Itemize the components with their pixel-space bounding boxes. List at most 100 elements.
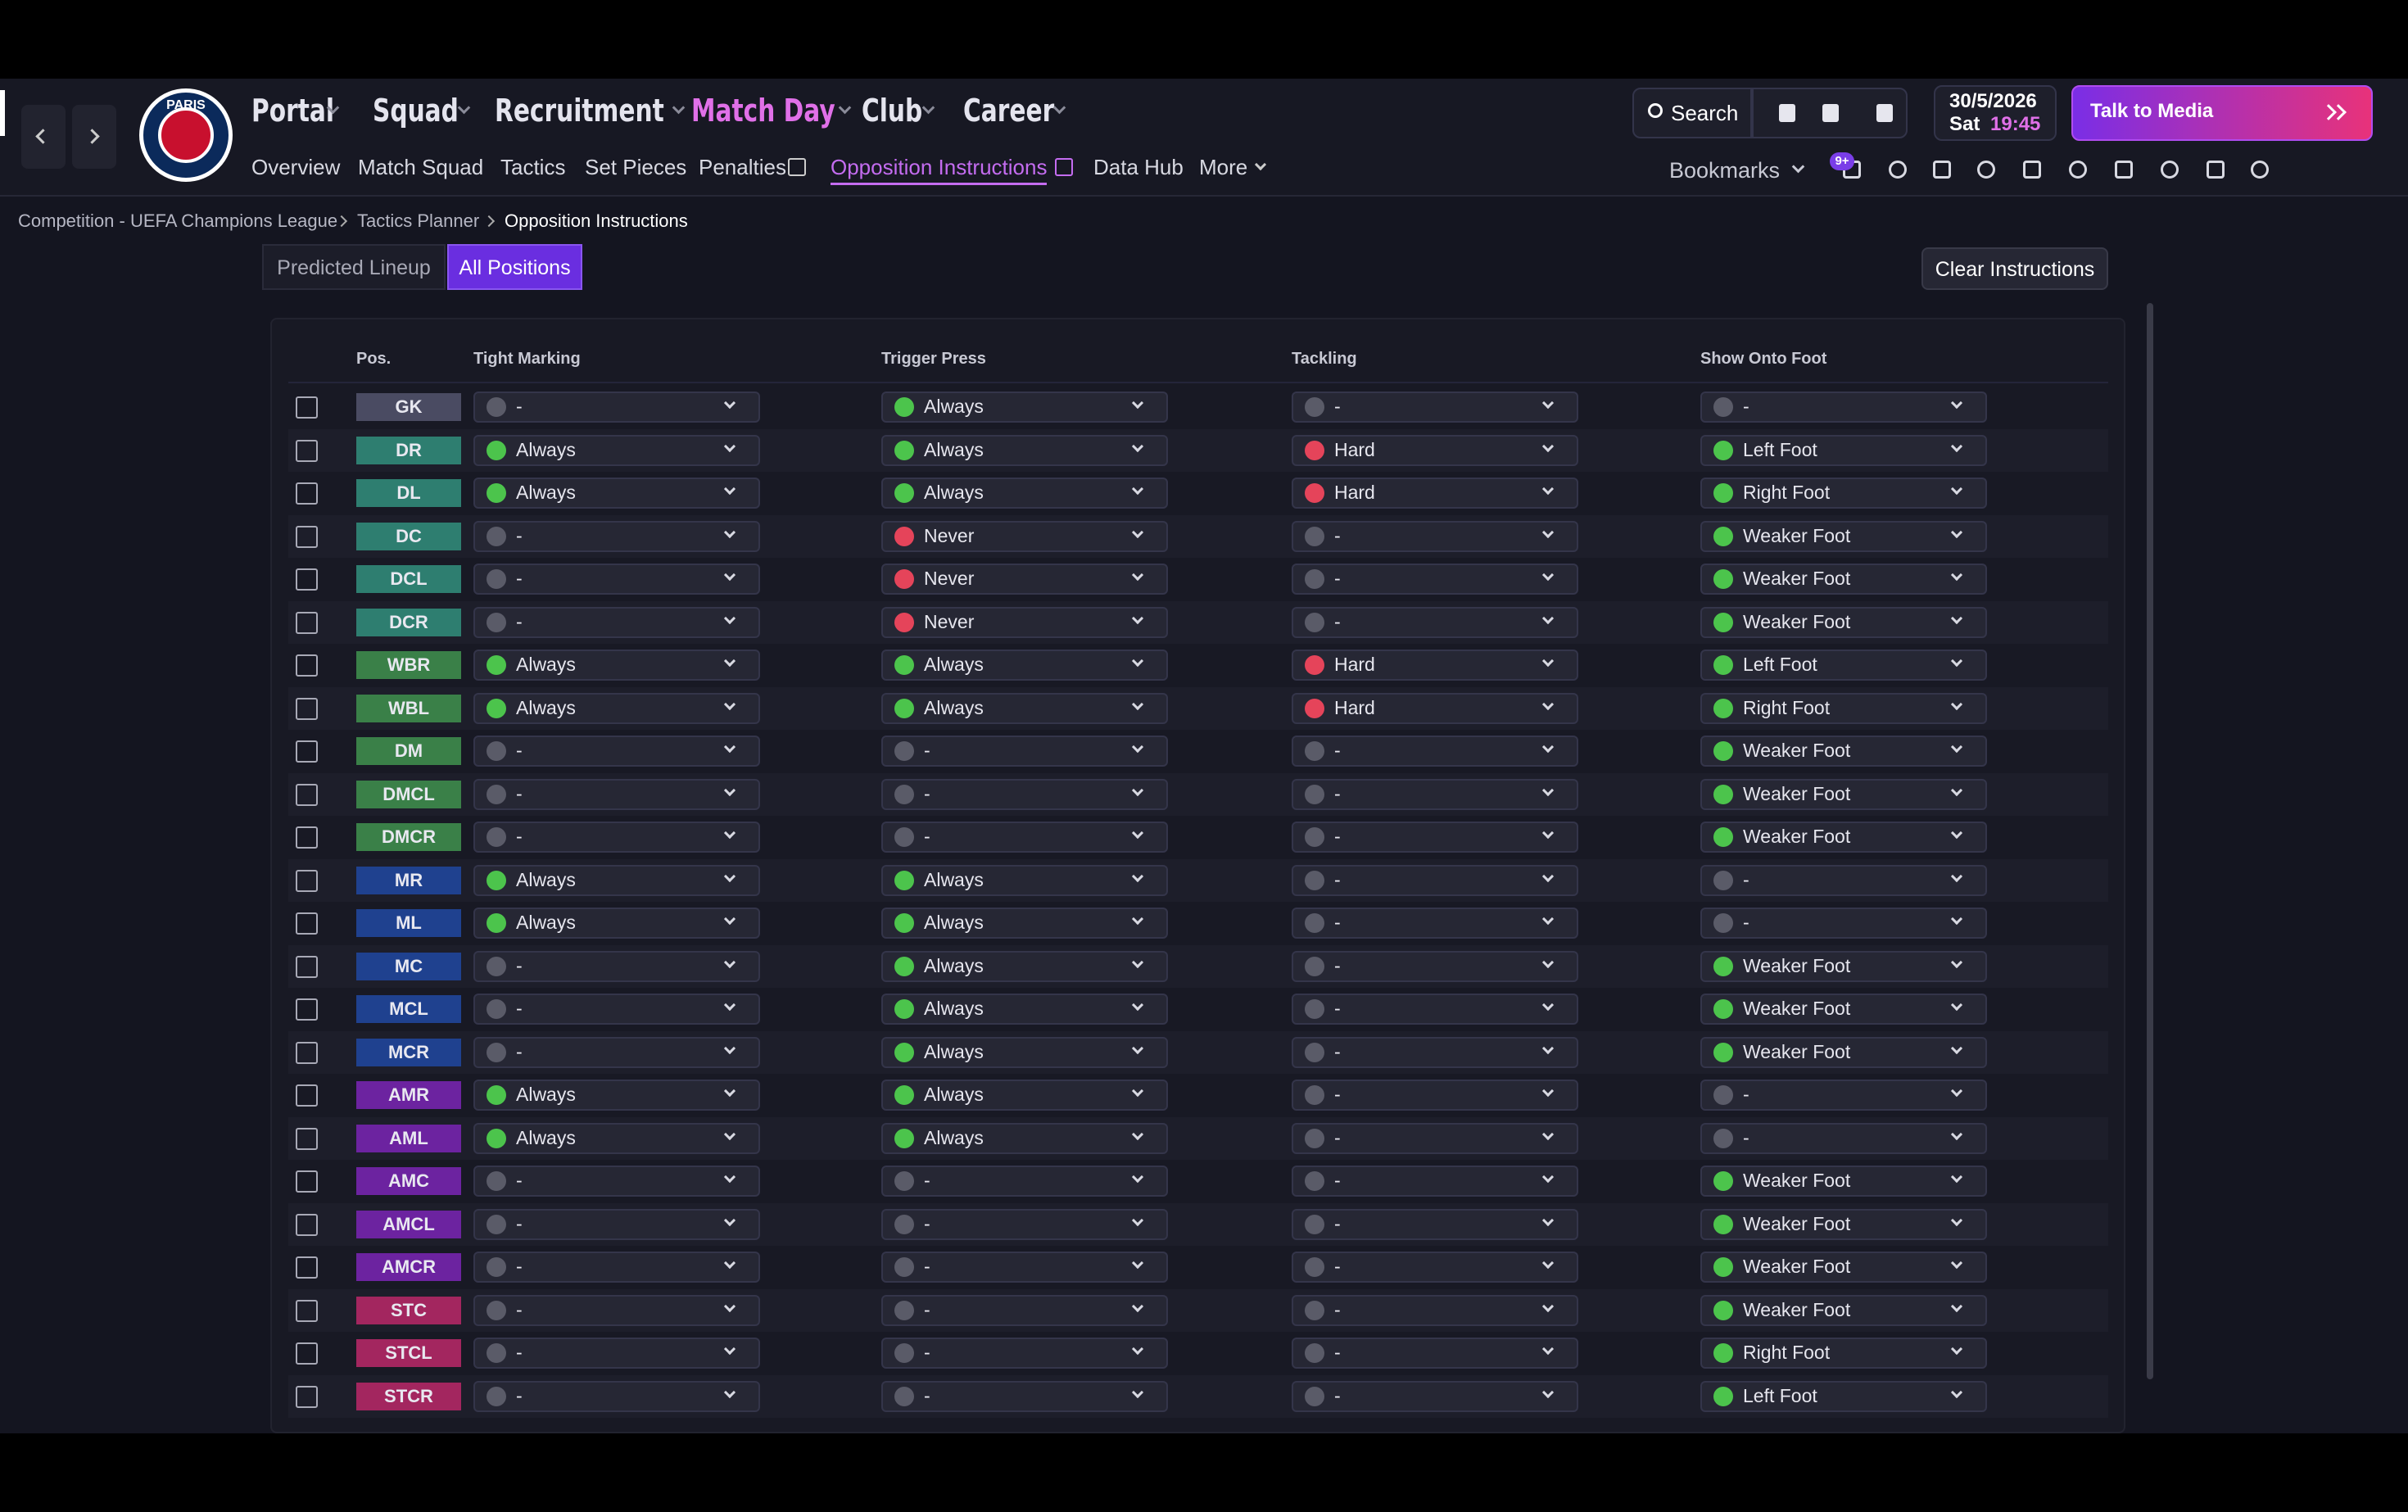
row-checkbox[interactable]	[296, 482, 318, 505]
instruction-dropdown[interactable]	[881, 1338, 1168, 1369]
instruction-dropdown[interactable]	[1700, 1122, 1987, 1154]
instruction-dropdown[interactable]	[881, 1166, 1168, 1197]
instruction-dropdown[interactable]	[881, 564, 1168, 595]
instruction-dropdown[interactable]	[881, 1122, 1168, 1154]
row-checkbox[interactable]	[296, 1385, 318, 1408]
quick-icon[interactable]	[2161, 161, 2179, 179]
instruction-dropdown[interactable]	[1700, 736, 1987, 767]
row-checkbox[interactable]	[296, 697, 318, 720]
instruction-dropdown[interactable]	[1292, 864, 1578, 896]
instruction-dropdown[interactable]	[1700, 1338, 1987, 1369]
row-checkbox[interactable]	[296, 1213, 318, 1236]
main-nav-item[interactable]: Club	[862, 93, 923, 129]
instruction-dropdown[interactable]	[473, 520, 760, 552]
row-checkbox[interactable]	[296, 611, 318, 634]
instruction-dropdown[interactable]	[473, 1294, 760, 1326]
instruction-dropdown[interactable]	[1700, 908, 1987, 939]
instruction-dropdown[interactable]	[473, 778, 760, 810]
row-checkbox[interactable]	[296, 912, 318, 935]
instruction-dropdown[interactable]	[881, 1380, 1168, 1412]
instruction-dropdown[interactable]	[881, 392, 1168, 423]
instruction-dropdown[interactable]	[1292, 1166, 1578, 1197]
instruction-dropdown[interactable]	[1292, 520, 1578, 552]
instruction-dropdown[interactable]	[881, 650, 1168, 681]
instruction-dropdown[interactable]	[1292, 392, 1578, 423]
instruction-dropdown[interactable]	[1700, 994, 1987, 1025]
row-checkbox[interactable]	[296, 1127, 318, 1150]
instruction-dropdown[interactable]	[1292, 564, 1578, 595]
instruction-dropdown[interactable]	[473, 650, 760, 681]
instruction-dropdown[interactable]	[881, 692, 1168, 724]
instruction-dropdown[interactable]	[473, 434, 760, 466]
nav-button[interactable]	[21, 105, 66, 169]
cta-button[interactable]	[2071, 85, 2373, 141]
instruction-dropdown[interactable]	[1700, 1252, 1987, 1283]
tab[interactable]: All Positions	[447, 244, 582, 290]
instruction-dropdown[interactable]	[1292, 1380, 1578, 1412]
instruction-dropdown[interactable]	[473, 1338, 760, 1369]
sub-nav-item[interactable]: Tactics	[500, 155, 566, 179]
instruction-dropdown[interactable]	[881, 478, 1168, 509]
instruction-dropdown[interactable]	[1700, 650, 1987, 681]
instruction-dropdown[interactable]	[1292, 1252, 1578, 1283]
tab[interactable]: Predicted Lineup	[262, 244, 446, 290]
sub-nav-item[interactable]: Data Hub	[1093, 155, 1184, 179]
instruction-dropdown[interactable]	[881, 520, 1168, 552]
instruction-dropdown[interactable]	[1700, 478, 1987, 509]
breadcrumb-item[interactable]: Competition - UEFA Champions League	[18, 211, 338, 231]
instruction-dropdown[interactable]	[1292, 950, 1578, 982]
row-checkbox[interactable]	[296, 740, 318, 763]
instruction-dropdown[interactable]	[473, 1036, 760, 1068]
instruction-dropdown[interactable]	[473, 1208, 760, 1240]
search-box[interactable]	[1632, 88, 1752, 138]
quick-icon[interactable]	[2023, 161, 2041, 179]
main-nav-item[interactable]: Squad	[373, 93, 459, 129]
instruction-dropdown[interactable]	[1292, 1338, 1578, 1369]
quick-icon[interactable]	[2115, 161, 2133, 179]
sub-nav-item[interactable]: Match Squad	[358, 155, 484, 179]
instruction-dropdown[interactable]	[473, 478, 760, 509]
instruction-dropdown[interactable]	[1292, 606, 1578, 638]
instruction-dropdown[interactable]	[881, 994, 1168, 1025]
row-checkbox[interactable]	[296, 439, 318, 462]
quick-icon[interactable]	[2069, 161, 2087, 179]
instruction-dropdown[interactable]	[1700, 1036, 1987, 1068]
row-checkbox[interactable]	[296, 783, 318, 806]
instruction-dropdown[interactable]	[1700, 950, 1987, 982]
instruction-dropdown[interactable]	[881, 434, 1168, 466]
main-nav-item[interactable]: Match Day	[691, 93, 835, 129]
instruction-dropdown[interactable]	[881, 1294, 1168, 1326]
row-checkbox[interactable]	[296, 955, 318, 978]
instruction-dropdown[interactable]	[1700, 1208, 1987, 1240]
instruction-dropdown[interactable]	[1292, 908, 1578, 939]
instruction-dropdown[interactable]	[473, 864, 760, 896]
instruction-dropdown[interactable]	[1700, 564, 1987, 595]
quick-icon[interactable]	[2251, 161, 2269, 179]
instruction-dropdown[interactable]	[1700, 520, 1987, 552]
instruction-dropdown[interactable]	[1292, 1208, 1578, 1240]
row-checkbox[interactable]	[296, 869, 318, 892]
quick-icon[interactable]	[1977, 161, 1995, 179]
instruction-dropdown[interactable]	[1700, 692, 1987, 724]
quick-icon[interactable]	[2207, 161, 2225, 179]
row-checkbox[interactable]	[296, 1041, 318, 1064]
clear-button[interactable]: Clear Instructions	[1921, 247, 2108, 290]
instruction-dropdown[interactable]	[1292, 994, 1578, 1025]
instruction-dropdown[interactable]	[1700, 1294, 1987, 1326]
instruction-dropdown[interactable]	[473, 736, 760, 767]
row-checkbox[interactable]	[296, 826, 318, 849]
instruction-dropdown[interactable]	[1700, 434, 1987, 466]
instruction-dropdown[interactable]	[881, 736, 1168, 767]
instruction-dropdown[interactable]	[1700, 606, 1987, 638]
instruction-dropdown[interactable]	[881, 1252, 1168, 1283]
instruction-dropdown[interactable]	[473, 822, 760, 853]
instruction-dropdown[interactable]	[1700, 1080, 1987, 1111]
row-checkbox[interactable]	[296, 1342, 318, 1365]
breadcrumb-item[interactable]: Tactics Planner	[357, 211, 480, 231]
instruction-dropdown[interactable]	[473, 908, 760, 939]
instruction-dropdown[interactable]	[473, 392, 760, 423]
instruction-dropdown[interactable]	[473, 994, 760, 1025]
instruction-dropdown[interactable]	[473, 1166, 760, 1197]
instruction-dropdown[interactable]	[881, 864, 1168, 896]
sub-nav-item[interactable]: More	[1199, 155, 1248, 179]
